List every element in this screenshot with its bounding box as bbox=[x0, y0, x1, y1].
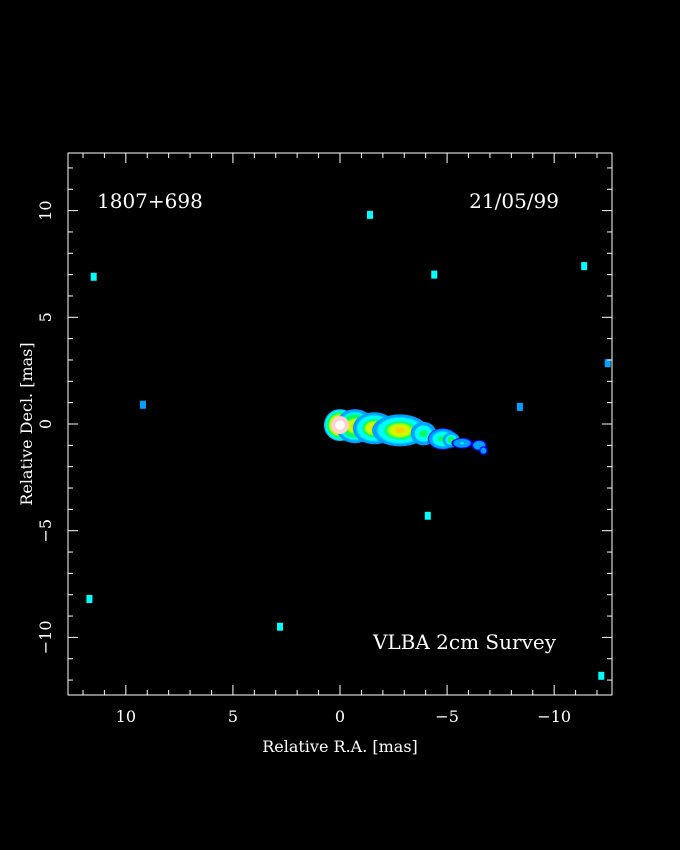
intensity-map bbox=[86, 210, 611, 680]
noise-spot bbox=[431, 270, 438, 279]
noise-spot bbox=[516, 402, 523, 411]
x-tick-label: 0 bbox=[335, 707, 345, 726]
noise-spot bbox=[424, 511, 431, 520]
noise-spot bbox=[604, 359, 611, 368]
x-tick-label: 10 bbox=[116, 707, 136, 726]
y-tick-label: 10 bbox=[36, 200, 55, 220]
survey-label: VLBA 2cm Survey bbox=[372, 630, 557, 654]
y-tick-label: −10 bbox=[36, 621, 55, 655]
core-peak bbox=[335, 420, 345, 430]
x-tick-label: −5 bbox=[435, 707, 459, 726]
noise-spot bbox=[598, 671, 605, 680]
y-tick-label: −5 bbox=[36, 519, 55, 543]
x-tick-label: 5 bbox=[228, 707, 238, 726]
jet-component bbox=[479, 446, 488, 455]
source-name-label: 1807+698 bbox=[97, 189, 203, 213]
x-tick-label: −10 bbox=[537, 707, 571, 726]
noise-spot bbox=[366, 210, 373, 219]
observation-date-label: 21/05/99 bbox=[469, 189, 559, 213]
y-tick-label: 5 bbox=[36, 312, 55, 322]
noise-spot bbox=[90, 272, 97, 281]
x-axis-label: Relative R.A. [mas] bbox=[262, 737, 418, 756]
axis-ticks bbox=[68, 153, 612, 695]
noise-spot bbox=[86, 594, 93, 603]
axis-tick-labels: 10 5 0 −5 −10 10 5 0 −5 −10 bbox=[36, 200, 571, 726]
noise-spot bbox=[139, 400, 146, 409]
jet-component bbox=[451, 437, 473, 449]
noise-spot bbox=[277, 622, 284, 631]
noise-spot bbox=[581, 262, 588, 271]
y-tick-label: 0 bbox=[36, 419, 55, 429]
y-axis-label: Relative Decl. [mas] bbox=[17, 342, 36, 505]
